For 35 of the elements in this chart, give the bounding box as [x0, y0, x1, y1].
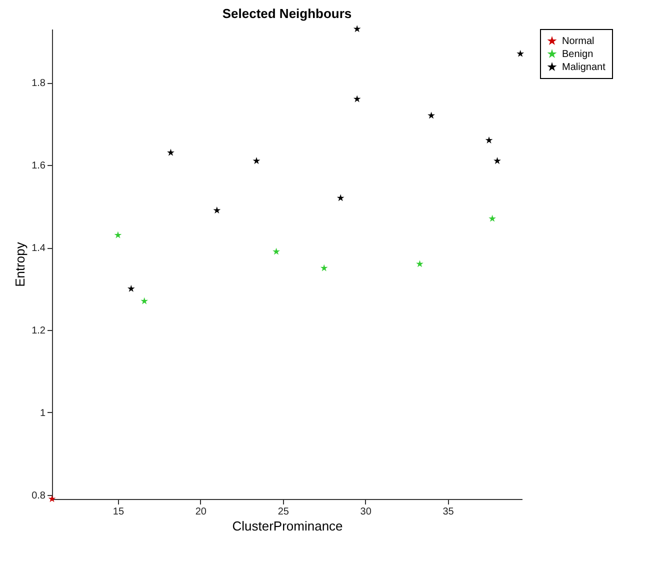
- point: [48, 495, 56, 502]
- point: [416, 260, 424, 268]
- legend-label: Normal: [562, 36, 594, 47]
- x-tick-label: 25: [278, 506, 290, 518]
- point: [336, 194, 344, 202]
- x-tick-label: 35: [442, 506, 454, 518]
- y-tick-label: 1.2: [32, 325, 46, 336]
- y-tick-label: 0.8: [32, 490, 46, 502]
- point: [353, 25, 361, 32]
- point: [428, 112, 435, 119]
- point: [320, 264, 328, 272]
- point: [167, 148, 174, 156]
- legend-label: Malignant: [562, 62, 606, 73]
- x-axis-title: ClusterProminance: [232, 518, 343, 534]
- point: [272, 248, 280, 255]
- y-tick-label: 1.6: [32, 160, 46, 172]
- y-tick-label: 1.4: [32, 243, 46, 254]
- legend-label: Benign: [562, 49, 594, 60]
- y-axis-title: Entropy: [12, 242, 28, 287]
- y-tick-label: 1: [40, 408, 46, 419]
- point: [485, 136, 493, 144]
- point: [114, 231, 122, 238]
- point: [213, 206, 221, 214]
- chart-title: Selected Neighbours: [222, 6, 352, 22]
- point: [252, 157, 260, 164]
- point: [516, 50, 524, 57]
- point: [353, 95, 361, 102]
- point: [140, 297, 148, 304]
- x-tick-label: 30: [360, 506, 372, 518]
- point: [488, 214, 496, 222]
- x-tick-label: 20: [195, 506, 207, 518]
- y-tick-label: 1.8: [32, 78, 46, 90]
- point: [127, 284, 135, 292]
- point: [494, 157, 501, 164]
- x-tick-label: 15: [112, 506, 124, 518]
